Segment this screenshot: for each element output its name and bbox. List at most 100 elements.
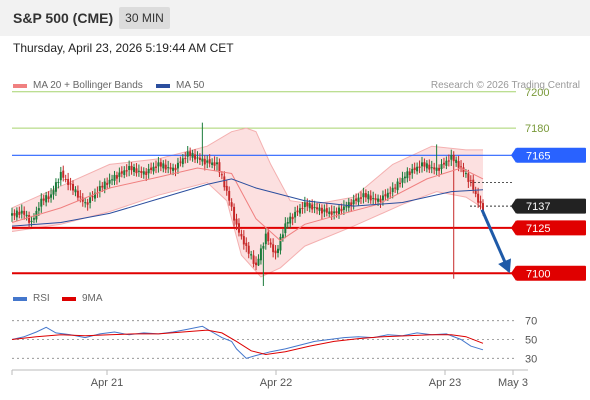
candle-body bbox=[442, 162, 445, 165]
y-tick-label: 7200 bbox=[525, 87, 549, 99]
candle-body bbox=[345, 206, 348, 208]
candle-body bbox=[203, 158, 206, 165]
candle-body bbox=[167, 167, 170, 169]
ma20-line bbox=[11, 167, 484, 242]
candle-body bbox=[133, 167, 136, 172]
candle-body bbox=[123, 170, 126, 175]
candle-body bbox=[372, 198, 375, 200]
candle-body bbox=[235, 218, 238, 225]
x-tick-label: Apr 23 bbox=[429, 377, 461, 389]
price-label-last-price bbox=[516, 198, 586, 214]
candle-body bbox=[338, 207, 341, 215]
candle-body bbox=[164, 164, 167, 170]
candle-body bbox=[91, 196, 94, 198]
candle-body bbox=[125, 170, 128, 172]
candle-body bbox=[159, 162, 162, 167]
candle-body bbox=[228, 190, 231, 201]
candle-body bbox=[250, 254, 253, 256]
rsi-tick-label: 70 bbox=[525, 316, 537, 328]
rsi-line bbox=[11, 325, 484, 359]
candle-body bbox=[32, 218, 35, 220]
candle-body bbox=[115, 175, 118, 179]
candle-body bbox=[411, 168, 414, 174]
candle-body bbox=[89, 197, 92, 203]
candle-body bbox=[201, 158, 204, 162]
candle-body bbox=[340, 208, 343, 212]
candle-body bbox=[237, 223, 240, 233]
candle-body bbox=[242, 236, 245, 245]
price-label-pointer bbox=[511, 220, 516, 236]
candle-body bbox=[213, 162, 216, 166]
candle-body bbox=[142, 171, 145, 175]
candle-body bbox=[15, 210, 18, 218]
candle-body bbox=[391, 187, 394, 193]
candle-body bbox=[128, 166, 131, 170]
candle-body bbox=[301, 207, 304, 209]
candle-body bbox=[172, 167, 175, 171]
candle-body bbox=[423, 162, 426, 167]
candle-body bbox=[211, 162, 214, 165]
price-label-pointer bbox=[511, 198, 516, 214]
candle-body bbox=[62, 170, 65, 178]
candle-body bbox=[469, 180, 472, 182]
candle-body bbox=[396, 181, 399, 191]
candle-body bbox=[18, 211, 21, 215]
timeframe-button[interactable]: 30 MIN bbox=[119, 7, 170, 29]
candle-body bbox=[377, 198, 380, 202]
candle-body bbox=[452, 154, 455, 162]
candle-body bbox=[25, 214, 28, 217]
x-tick-label: Apr 22 bbox=[260, 377, 292, 389]
candle-body bbox=[145, 171, 148, 175]
candle-body bbox=[245, 242, 248, 246]
candle-body bbox=[284, 223, 287, 234]
candle-body bbox=[13, 213, 16, 216]
candle-body bbox=[98, 186, 101, 192]
candle-body bbox=[264, 233, 267, 245]
legend-label: MA 50 bbox=[176, 80, 205, 91]
candle-body bbox=[20, 210, 23, 214]
candle-body bbox=[281, 234, 284, 239]
x-tick-label: May 3 bbox=[498, 377, 528, 389]
candle-body bbox=[54, 182, 57, 192]
candle-body bbox=[208, 159, 211, 164]
candle-body bbox=[477, 193, 480, 203]
candle-body bbox=[479, 201, 482, 204]
candle-body bbox=[294, 211, 297, 218]
candle-body bbox=[57, 181, 60, 183]
legend-rsi: RSI bbox=[13, 293, 50, 304]
price-label-support bbox=[516, 265, 586, 281]
ma50-line bbox=[11, 178, 484, 227]
legend-ma50: MA 50 bbox=[156, 80, 204, 91]
price-label-text: 7165 bbox=[526, 150, 550, 162]
candle-body bbox=[408, 171, 411, 175]
candle-body bbox=[47, 196, 50, 200]
candle-body bbox=[455, 159, 458, 163]
candle-body bbox=[316, 207, 319, 210]
candle-body bbox=[189, 151, 192, 157]
candle-body bbox=[447, 160, 450, 162]
candle-body bbox=[103, 181, 106, 190]
candle-body bbox=[130, 165, 133, 171]
candle-body bbox=[403, 176, 406, 179]
candle-body bbox=[28, 215, 31, 223]
price-label-text: 7125 bbox=[526, 223, 550, 235]
candle-body bbox=[76, 190, 79, 198]
candle-body bbox=[240, 233, 243, 237]
ma50-swatch-icon bbox=[156, 83, 170, 88]
candle-body bbox=[50, 194, 53, 198]
candle-body bbox=[374, 198, 377, 201]
candle-body bbox=[298, 208, 301, 214]
candle-body bbox=[357, 197, 360, 203]
candle-body bbox=[291, 216, 294, 220]
candle-body bbox=[430, 167, 433, 169]
candle-body bbox=[303, 202, 306, 208]
price-label-support bbox=[516, 220, 586, 236]
candle-body bbox=[308, 203, 311, 209]
candle-body bbox=[474, 190, 477, 194]
candle-body bbox=[11, 213, 13, 216]
candle-body bbox=[181, 158, 184, 165]
candle-body bbox=[74, 189, 77, 193]
candle-body bbox=[255, 262, 258, 266]
candle-body bbox=[335, 211, 338, 214]
